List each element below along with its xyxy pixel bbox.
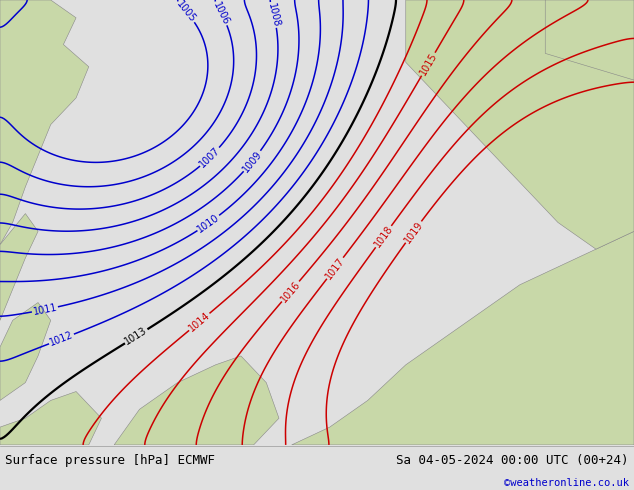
Text: 1019: 1019 — [402, 219, 425, 245]
Polygon shape — [0, 302, 51, 400]
Text: 1014: 1014 — [186, 310, 212, 334]
Text: Surface pressure [hPa] ECMWF: Surface pressure [hPa] ECMWF — [5, 454, 215, 467]
Text: 1007: 1007 — [198, 145, 223, 170]
Polygon shape — [292, 231, 634, 445]
Polygon shape — [0, 214, 38, 320]
Text: 1011: 1011 — [32, 302, 58, 317]
Text: 1012: 1012 — [48, 330, 75, 348]
Text: 1005: 1005 — [174, 0, 198, 24]
Polygon shape — [545, 0, 634, 80]
Polygon shape — [0, 0, 89, 245]
Text: 1018: 1018 — [372, 224, 395, 249]
Text: 1016: 1016 — [279, 279, 302, 304]
Polygon shape — [114, 356, 279, 445]
Text: ©weatheronline.co.uk: ©weatheronline.co.uk — [504, 478, 629, 488]
Text: 1015: 1015 — [418, 51, 439, 77]
Text: 1010: 1010 — [195, 212, 221, 234]
Text: 1017: 1017 — [323, 255, 347, 281]
Text: 1009: 1009 — [241, 148, 264, 174]
Polygon shape — [0, 392, 101, 445]
Polygon shape — [406, 0, 634, 249]
Text: 1006: 1006 — [211, 0, 231, 26]
Text: Sa 04-05-2024 00:00 UTC (00+24): Sa 04-05-2024 00:00 UTC (00+24) — [396, 454, 629, 467]
Text: 1013: 1013 — [123, 325, 149, 347]
Text: 1008: 1008 — [266, 2, 281, 28]
